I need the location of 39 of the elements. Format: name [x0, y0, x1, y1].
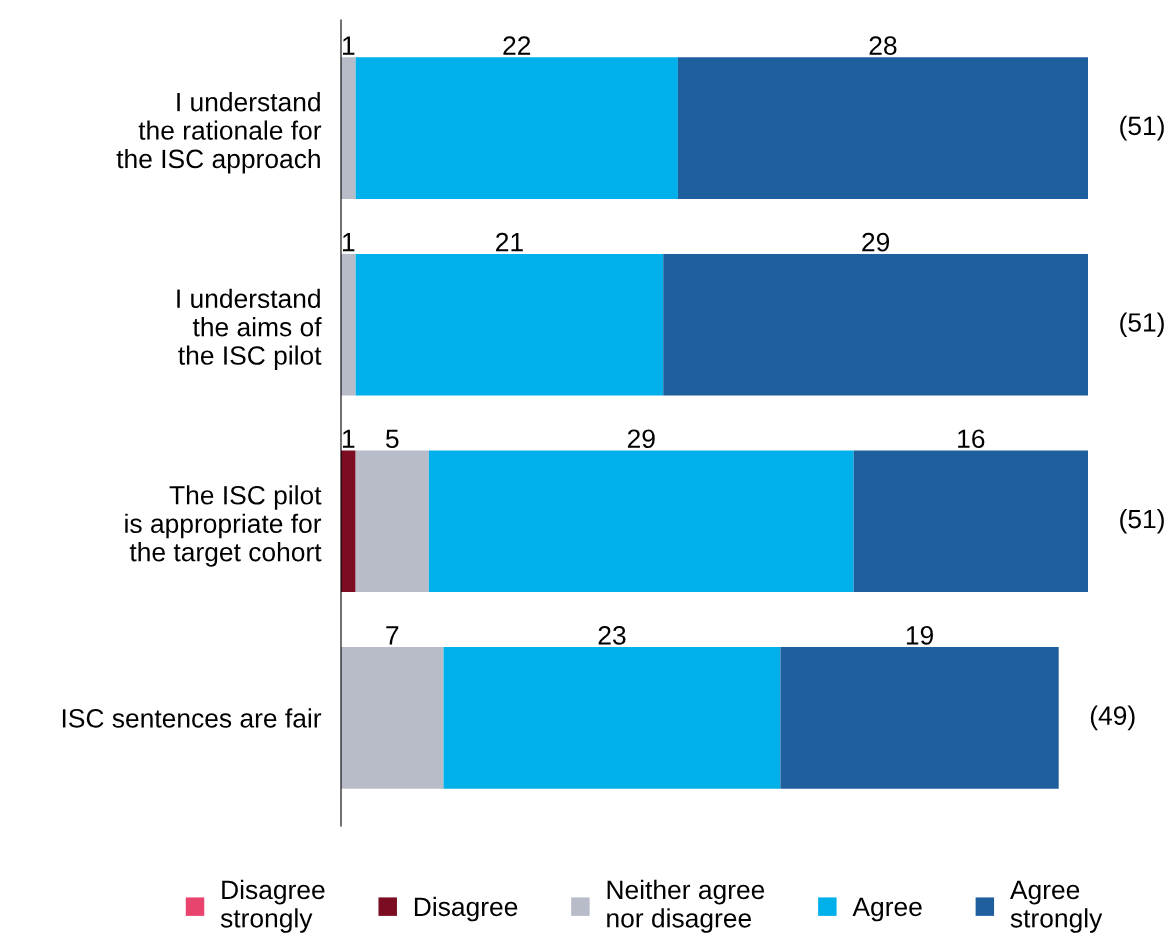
- y-tick-label: I understand the aims of the ISC pilot: [177, 288, 322, 371]
- data-label: 1: [343, 233, 355, 252]
- data-label: 21: [496, 232, 523, 252]
- data-label: 16: [958, 429, 985, 449]
- bar: [341, 647, 444, 789]
- data-label: 1: [343, 429, 355, 448]
- bar: [341, 450, 356, 593]
- bar: [443, 647, 781, 789]
- data-label: 23: [598, 625, 626, 645]
- bar: [355, 57, 678, 199]
- legend-label: Agree: [852, 897, 922, 922]
- data-label: 5: [385, 429, 399, 449]
- legend-label: Agree strongly: [1009, 880, 1103, 933]
- data-label: 19: [906, 625, 933, 645]
- bar: [428, 450, 854, 593]
- legend-label: Disagree strongly: [220, 879, 325, 933]
- y-tick-label: I understand the rationale for the ISC approach: [116, 92, 322, 174]
- bar: [663, 253, 1088, 396]
- total-label: (51): [1120, 312, 1164, 337]
- data-label: 7: [386, 626, 399, 645]
- total-label: (51): [1120, 508, 1164, 534]
- legend-label: Disagree: [414, 896, 518, 922]
- data-label: 29: [627, 429, 655, 449]
- total-label: (51): [1120, 115, 1164, 141]
- bar: [677, 57, 1088, 199]
- bar: [355, 253, 664, 396]
- y-tick-label: ISC sentences are fair: [62, 708, 322, 728]
- bar: [853, 450, 1088, 593]
- data-label: 1: [343, 36, 355, 55]
- legend-label: Neither agree nor disagree: [607, 879, 765, 933]
- bar: [355, 450, 429, 593]
- y-tick-label: The ISC pilot is appropriate for the target cohort: [125, 485, 322, 567]
- bar: [780, 647, 1059, 789]
- total-label: (49): [1090, 705, 1135, 731]
- bar: [341, 253, 356, 396]
- data-label: 28: [869, 36, 897, 55]
- data-label: 29: [862, 232, 890, 252]
- bar: [341, 57, 356, 199]
- data-label: 22: [503, 36, 531, 55]
